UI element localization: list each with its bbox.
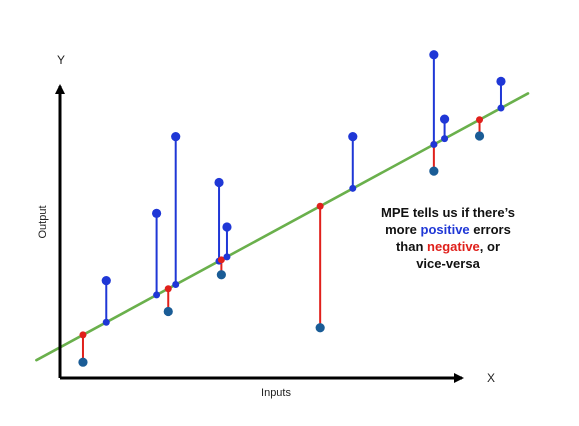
- negative-word: negative: [427, 239, 480, 254]
- predicted-point: [430, 140, 438, 148]
- data-point: [474, 131, 485, 141]
- data-point: [101, 276, 111, 286]
- data-point: [315, 323, 325, 333]
- predicted-point: [164, 285, 172, 293]
- predicted-point: [497, 104, 505, 112]
- annotation-line-1: MPE tells us if there’s: [381, 205, 515, 220]
- data-point: [429, 50, 439, 60]
- annotation-line-3-suffix: , or: [479, 239, 501, 254]
- predicted-point: [476, 116, 484, 124]
- annotation-line-4: vice-versa: [416, 256, 480, 271]
- annotation-line-2: more positive errors: [372, 221, 524, 238]
- predicted-point: [153, 291, 161, 299]
- x-axis-letter: X: [487, 371, 495, 385]
- predicted-point: [223, 253, 231, 261]
- data-point: [163, 306, 173, 317]
- y-axis-letter: Y: [57, 53, 65, 67]
- positive-word: positive: [420, 222, 470, 237]
- data-markers: [78, 50, 506, 367]
- predicted-point: [441, 135, 449, 143]
- predicted-point: [217, 256, 225, 264]
- data-point: [496, 76, 506, 86]
- data-point: [222, 222, 232, 232]
- annotation-line-3: than negative, or: [372, 238, 524, 255]
- predicted-point: [172, 281, 180, 289]
- data-point: [78, 357, 88, 367]
- predicted-point: [316, 202, 324, 210]
- predicted-point: [79, 331, 87, 339]
- data-point: [439, 114, 450, 124]
- data-point: [214, 177, 224, 188]
- predicted-point: [349, 184, 357, 192]
- y-axis-label: Output: [37, 205, 49, 238]
- data-point: [171, 132, 181, 142]
- data-point: [216, 270, 226, 280]
- annotation-line-2-prefix: more: [385, 222, 421, 237]
- x-axis-label: Inputs: [261, 387, 291, 399]
- data-point: [151, 208, 162, 218]
- mpe-annotation: MPE tells us if there’s more positive er…: [372, 204, 524, 272]
- predicted-point: [102, 318, 110, 326]
- data-point: [348, 132, 358, 142]
- annotation-line-3-prefix: than: [395, 239, 428, 254]
- annotation-line-2-suffix: errors: [469, 222, 511, 237]
- data-point: [429, 166, 439, 176]
